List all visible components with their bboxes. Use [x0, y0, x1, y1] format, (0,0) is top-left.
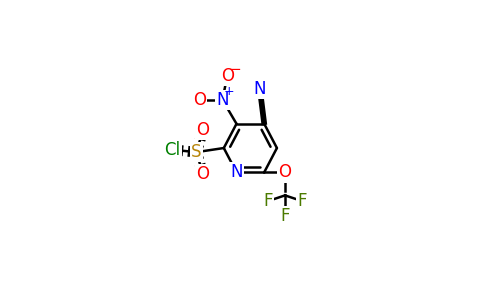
Text: O: O — [193, 91, 206, 109]
Text: N: N — [230, 163, 243, 181]
Text: Cl: Cl — [164, 141, 181, 159]
Text: F: F — [280, 207, 290, 225]
Text: O: O — [197, 165, 210, 183]
Text: −: − — [228, 62, 241, 77]
Text: O: O — [197, 121, 210, 139]
Text: F: F — [298, 192, 307, 210]
Text: N: N — [254, 80, 266, 98]
Text: S: S — [191, 143, 202, 161]
Text: F: F — [263, 192, 272, 210]
Text: O: O — [221, 67, 234, 85]
Text: N: N — [216, 91, 229, 109]
Text: +: + — [224, 85, 235, 98]
Text: O: O — [278, 163, 291, 181]
